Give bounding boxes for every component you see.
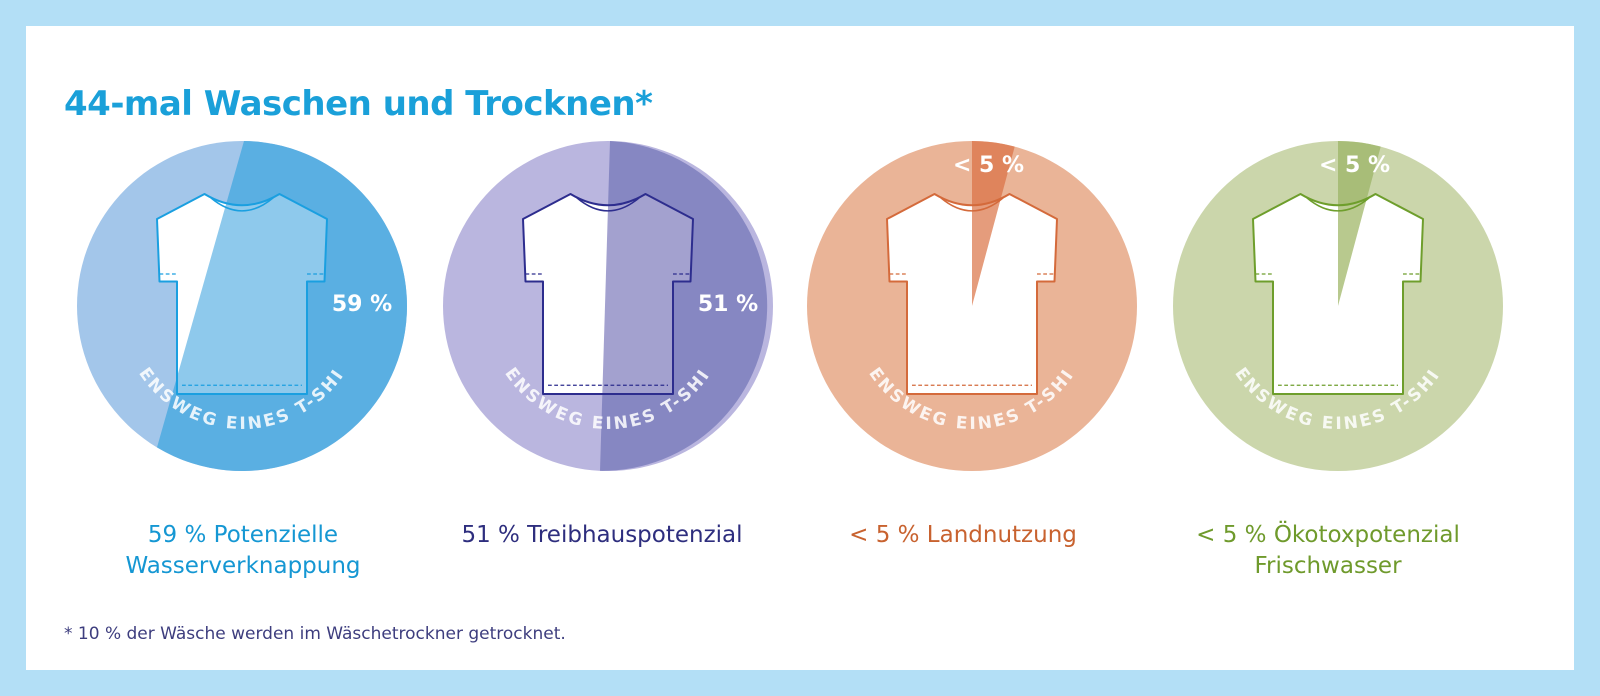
caption-0-line2: Wasserverknappung <box>125 553 361 579</box>
pie-0-value-label: 59 % <box>332 292 392 317</box>
pie-1-value-label: 51 % <box>698 292 758 317</box>
caption-2: < 5 % Landnutzung <box>783 520 1143 551</box>
footnote: * 10 % der Wäsche werden im Wäschetrockn… <box>64 624 566 644</box>
caption-0: 59 % Potenzielle Wasserverknappung <box>63 520 423 582</box>
caption-2-line1: < 5 % Landnutzung <box>849 522 1077 548</box>
pie-charts: 59 %LEBENSWEG EINES T-SHIRTS51 %LEBENSWE… <box>26 26 1503 471</box>
caption-3-line1: < 5 % Ökotoxpotenzial <box>1196 522 1460 548</box>
pie-2-value-label: < 5 % <box>953 153 1024 178</box>
pie-0: 59 %LEBENSWEG EINES T-SHIRTS <box>26 26 407 471</box>
infographic-card: 44-mal Waschen und Trocknen* 59 %LEBENSW… <box>26 26 1574 670</box>
page-title: 44-mal Waschen und Trocknen* <box>64 84 653 124</box>
caption-1-line1: 51 % Treibhauspotenzial <box>461 522 743 548</box>
caption-0-line1: 59 % Potenzielle <box>147 522 339 548</box>
pie-3-value-label: < 5 % <box>1319 153 1390 178</box>
caption-3-line2: Frischwasser <box>1254 553 1402 579</box>
caption-1: 51 % Treibhauspotenzial <box>422 520 782 551</box>
caption-3: < 5 % Ökotoxpotenzial Frischwasser <box>1148 520 1508 582</box>
